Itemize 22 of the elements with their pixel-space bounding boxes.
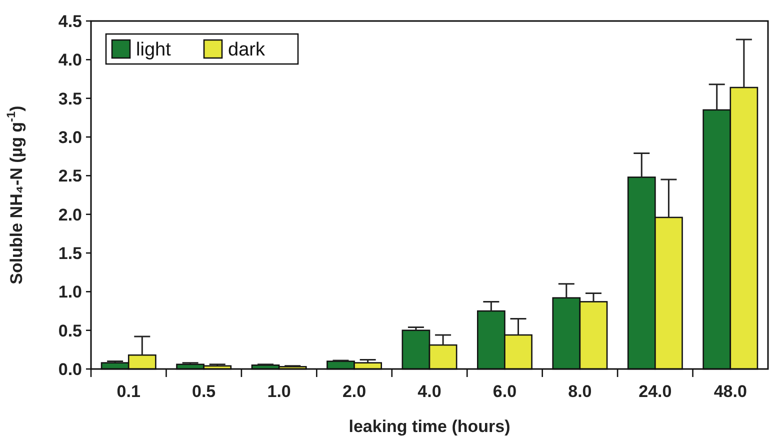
y-tick-label: 1.5 bbox=[58, 244, 82, 263]
x-tick-label: 6.0 bbox=[492, 382, 517, 401]
legend-label: dark bbox=[228, 40, 266, 61]
x-tick-label: 4.0 bbox=[418, 382, 442, 401]
x-axis-title: leaking time (hours) bbox=[348, 417, 510, 436]
y-tick-label: 0.0 bbox=[58, 360, 82, 379]
y-tick-label: 0.5 bbox=[58, 321, 82, 340]
x-tick-label: 8.0 bbox=[568, 382, 592, 401]
x-tick-label: 0.5 bbox=[192, 382, 216, 401]
x-tick-label: 24.0 bbox=[638, 382, 672, 401]
y-tick-label: 2.0 bbox=[58, 205, 82, 224]
y-tick-label: 4.5 bbox=[58, 12, 82, 31]
y-tick-label: 4.0 bbox=[58, 50, 82, 70]
legend-label: light bbox=[136, 40, 172, 61]
y-tick-label: 3.0 bbox=[58, 128, 82, 147]
x-tick-label: 48.0 bbox=[714, 382, 747, 401]
x-tick-label: 0.1 bbox=[116, 382, 140, 401]
x-tick-label: 2.0 bbox=[342, 382, 366, 401]
y-tick-label: 2.5 bbox=[58, 166, 82, 186]
x-tick-label: 1.0 bbox=[267, 382, 291, 401]
y-tick-label: 3.5 bbox=[58, 89, 82, 108]
y-tick-label: 1.0 bbox=[58, 282, 82, 302]
